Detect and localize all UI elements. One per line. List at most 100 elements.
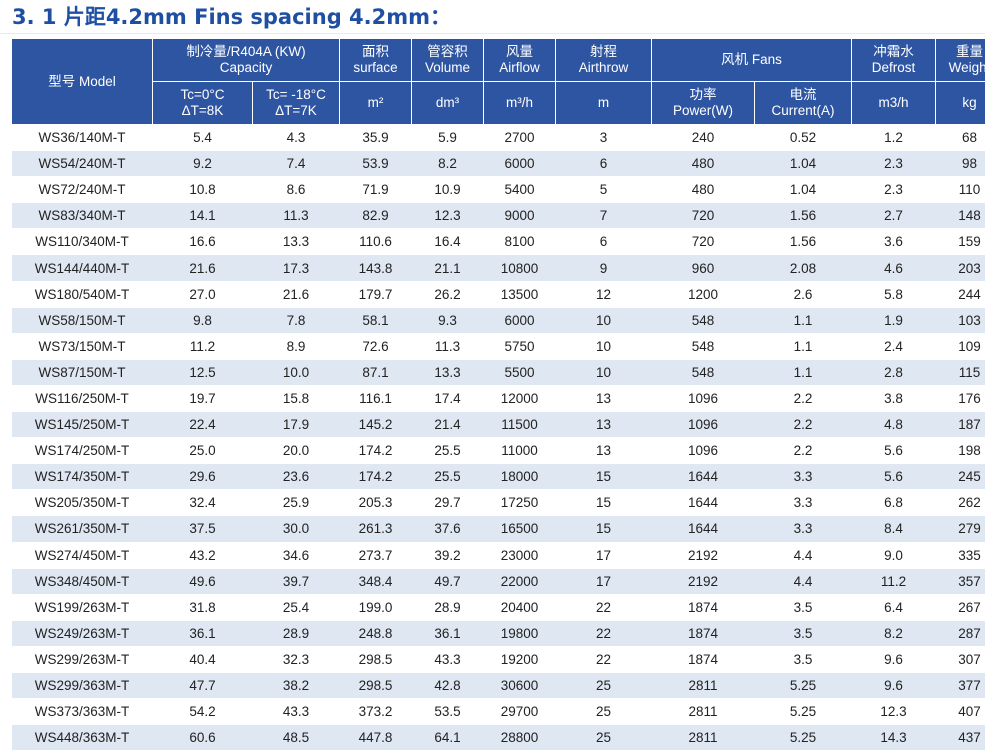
- cell-fan-current: 5.25: [755, 699, 852, 725]
- cell-surface: 273.7: [340, 542, 412, 568]
- header-unit-volume: dm³: [412, 82, 484, 125]
- cell-capacity-tc0: 31.8: [153, 594, 253, 620]
- cell-capacity-tc18: 7.8: [253, 307, 340, 333]
- cell-capacity-tc18: 4.3: [253, 125, 340, 151]
- cell-volume: 37.6: [412, 516, 484, 542]
- cell-weight: 98: [936, 151, 985, 177]
- header-defrost: 冲霜水 Defrost: [852, 39, 936, 82]
- cell-defrost: 12.3: [852, 699, 936, 725]
- cell-fan-power: 720: [652, 203, 755, 229]
- cell-capacity-tc0: 25.0: [153, 438, 253, 464]
- cell-weight: 110: [936, 177, 985, 203]
- cell-fan-current: 5.25: [755, 672, 852, 698]
- cell-airthrow: 13: [556, 385, 652, 411]
- cell-volume: 21.4: [412, 412, 484, 438]
- cell-surface: 143.8: [340, 255, 412, 281]
- cell-model: WS174/250M-T: [12, 438, 153, 464]
- cell-volume: 9.3: [412, 307, 484, 333]
- cell-weight: 407: [936, 699, 985, 725]
- header-current-cn: 电流: [757, 87, 849, 103]
- cell-airthrow: 25: [556, 699, 652, 725]
- cell-fan-current: 2.08: [755, 255, 852, 281]
- cell-model: WS180/540M-T: [12, 281, 153, 307]
- header-current: 电流 Current(A): [755, 82, 852, 125]
- cell-capacity-tc0: 9.8: [153, 307, 253, 333]
- cell-model: WS205/350M-T: [12, 490, 153, 516]
- cell-fan-power: 1874: [652, 646, 755, 672]
- cell-weight: 377: [936, 672, 985, 698]
- cell-fan-power: 1644: [652, 464, 755, 490]
- cell-fan-power: 1200: [652, 281, 755, 307]
- cell-fan-power: 2811: [652, 699, 755, 725]
- cell-airthrow: 6: [556, 151, 652, 177]
- cell-defrost: 5.6: [852, 438, 936, 464]
- cell-airthrow: 12: [556, 281, 652, 307]
- header-surface-cn: 面积: [342, 44, 409, 60]
- header-surface: 面积 surface: [340, 39, 412, 82]
- cell-weight: 244: [936, 281, 985, 307]
- cell-fan-power: 720: [652, 229, 755, 255]
- cell-fan-current: 2.2: [755, 385, 852, 411]
- cell-capacity-tc0: 40.4: [153, 646, 253, 672]
- cell-fan-power: 1096: [652, 438, 755, 464]
- cell-fan-power: 548: [652, 307, 755, 333]
- cell-defrost: 9.6: [852, 646, 936, 672]
- cell-weight: 267: [936, 594, 985, 620]
- header-tc18-temp: Tc= -18°C: [255, 87, 337, 103]
- cell-airflow: 19200: [484, 646, 556, 672]
- cell-surface: 174.2: [340, 438, 412, 464]
- cell-defrost: 2.3: [852, 151, 936, 177]
- cell-defrost: 5.8: [852, 281, 936, 307]
- cell-fan-current: 3.3: [755, 516, 852, 542]
- header-airthrow: 射程 Airthrow: [556, 39, 652, 82]
- cell-airthrow: 15: [556, 490, 652, 516]
- cell-fan-current: 2.2: [755, 412, 852, 438]
- cell-volume: 39.2: [412, 542, 484, 568]
- cell-capacity-tc18: 25.4: [253, 594, 340, 620]
- cell-airflow: 5400: [484, 177, 556, 203]
- cell-capacity-tc18: 25.9: [253, 490, 340, 516]
- cell-capacity-tc18: 8.9: [253, 333, 340, 359]
- cell-capacity-tc18: 13.3: [253, 229, 340, 255]
- header-capacity-cn: 制冷量/R404A (KW): [155, 44, 337, 60]
- cell-model: WS110/340M-T: [12, 229, 153, 255]
- page-title: 3. 1 片距4.2mm Fins spacing 4.2mm：: [12, 2, 451, 32]
- header-unit-surface: m²: [340, 82, 412, 125]
- cell-weight: 176: [936, 385, 985, 411]
- cell-fan-power: 480: [652, 151, 755, 177]
- cell-defrost: 6.8: [852, 490, 936, 516]
- cell-capacity-tc18: 39.7: [253, 568, 340, 594]
- cell-volume: 29.7: [412, 490, 484, 516]
- cell-airthrow: 22: [556, 646, 652, 672]
- cell-capacity-tc0: 16.6: [153, 229, 253, 255]
- cell-airflow: 16500: [484, 516, 556, 542]
- cell-capacity-tc18: 32.3: [253, 646, 340, 672]
- cell-defrost: 2.4: [852, 333, 936, 359]
- cell-surface: 261.3: [340, 516, 412, 542]
- cell-surface: 298.5: [340, 672, 412, 698]
- cell-surface: 373.2: [340, 699, 412, 725]
- cell-airflow: 22000: [484, 568, 556, 594]
- cell-capacity-tc18: 20.0: [253, 438, 340, 464]
- cell-airthrow: 10: [556, 307, 652, 333]
- cell-fan-power: 1096: [652, 385, 755, 411]
- cell-volume: 25.5: [412, 464, 484, 490]
- cell-capacity-tc0: 47.7: [153, 672, 253, 698]
- cell-surface: 248.8: [340, 620, 412, 646]
- cell-fan-current: 3.3: [755, 490, 852, 516]
- cell-airthrow: 13: [556, 412, 652, 438]
- cell-model: WS145/250M-T: [12, 412, 153, 438]
- cell-volume: 26.2: [412, 281, 484, 307]
- cell-fan-current: 1.56: [755, 203, 852, 229]
- header-unit-defrost: m3/h: [852, 82, 936, 125]
